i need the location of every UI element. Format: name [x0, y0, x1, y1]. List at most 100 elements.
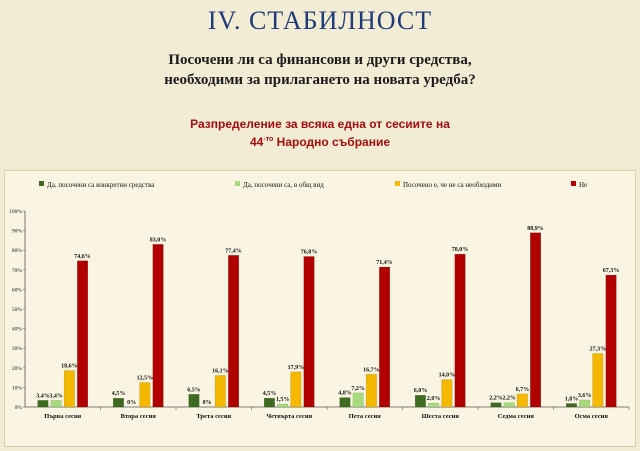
data-label: 18,6%	[61, 364, 78, 370]
bar	[303, 256, 315, 408]
data-label: 0%	[203, 400, 212, 406]
data-label: 17,9%	[288, 365, 305, 371]
subtitle-line-2: 44-то Народно събрание	[0, 132, 640, 150]
data-label: 3,4%	[49, 393, 63, 399]
y-tick-label: 20%	[12, 366, 23, 372]
y-tick-label: 90%	[12, 229, 23, 235]
bar	[37, 400, 49, 408]
question-line-1: Посочени ли са финансови и други средств…	[168, 52, 472, 68]
x-tick-label: Седма сесия	[498, 413, 535, 420]
bar	[415, 395, 426, 408]
bar	[139, 382, 151, 408]
data-label: 3,6%	[578, 393, 592, 399]
bar	[592, 353, 604, 408]
bar	[339, 397, 351, 408]
bar	[530, 232, 541, 408]
bar	[454, 253, 466, 408]
data-label: 76,8%	[301, 249, 318, 255]
data-label: 16,1%	[212, 368, 229, 374]
data-label: 6,0%	[414, 388, 428, 394]
legend-swatch	[39, 181, 44, 186]
data-label: 3,4%	[36, 393, 50, 399]
data-label: 2,0%	[427, 396, 441, 402]
subtitle-line-1: Разпределение за всяка една от сесиите н…	[190, 117, 450, 131]
x-tick-label: Първа сесия	[44, 413, 81, 420]
data-label: 74,6%	[74, 254, 91, 260]
chart-subtitle: Разпределение за всяка една от сесиите н…	[0, 116, 640, 150]
legend-label: Не	[579, 181, 587, 189]
data-label: 4,8%	[338, 391, 352, 397]
chart-panel: Да, посочени са конкретни средства Да, по…	[4, 170, 636, 447]
bar	[277, 403, 289, 408]
bar	[566, 403, 577, 408]
legend-label: Посочено е, че не са необходими	[403, 181, 501, 189]
question-text: Посочени ли са финансови и други средств…	[0, 50, 640, 90]
data-label: 88,9%	[527, 226, 544, 232]
y-tick-label: 80%	[12, 248, 23, 254]
bar	[503, 402, 515, 408]
y-tick-label: 100%	[9, 209, 22, 215]
y-tick-label: 0%	[15, 405, 23, 411]
data-label: 1,8%	[565, 396, 579, 402]
subtitle-suffix: -то	[263, 136, 274, 143]
x-tick-label: Пета сесия	[349, 413, 382, 420]
data-label: 71,4%	[376, 260, 393, 266]
x-tick-label: Осма сесия	[575, 413, 609, 420]
question-line-2: необходими за прилагането на новата уред…	[164, 72, 476, 88]
bar	[379, 266, 390, 408]
bar	[77, 260, 89, 408]
subtitle-assembly: Народно събрание	[273, 135, 390, 149]
bar	[214, 375, 226, 408]
data-label: 6,5%	[187, 387, 201, 393]
data-label: 78,0%	[452, 247, 469, 253]
data-label: 4,5%	[263, 391, 277, 397]
data-label: 7,2%	[351, 386, 365, 392]
data-label: 16,7%	[363, 367, 380, 373]
data-label: 83,0%	[150, 237, 167, 243]
data-label: 12,5%	[137, 376, 154, 382]
subtitle-number: 44	[250, 135, 264, 149]
page-title: IV. СТАБИЛНОСТ	[207, 6, 433, 35]
data-label: 6,7%	[516, 387, 530, 393]
bar	[63, 370, 75, 408]
legend-label: Да, посочени са конкретни средства	[47, 181, 155, 189]
bar	[490, 402, 502, 408]
x-tick-label: Четвърта сесия	[266, 413, 312, 420]
bar	[264, 397, 275, 408]
x-tick-label: Шеста сесия	[422, 413, 460, 420]
bar	[188, 394, 200, 408]
data-label: 67,3%	[603, 268, 620, 274]
bar	[516, 393, 528, 408]
legend-label: Да, посочени са, в общ вид	[243, 181, 324, 189]
bar	[428, 402, 440, 408]
y-tick-label: 30%	[12, 346, 23, 352]
bar	[352, 392, 364, 408]
legend-swatch	[235, 181, 240, 186]
data-label: 2,2%	[489, 396, 503, 402]
data-label: 14,0%	[439, 373, 456, 379]
y-tick-label: 10%	[12, 385, 23, 391]
bar	[365, 374, 377, 408]
data-label: 4,5%	[112, 391, 126, 397]
data-label: 2,2%	[502, 396, 516, 402]
legend-swatch	[571, 181, 576, 186]
bar	[579, 399, 591, 408]
bar	[290, 371, 302, 408]
y-tick-label: 40%	[12, 327, 23, 333]
bar-chart: Да, посочени са конкретни средства Да, по…	[9, 181, 630, 420]
data-label: 1,5%	[276, 397, 290, 403]
data-label: 27,3%	[590, 346, 607, 352]
data-label: 77,4%	[225, 248, 242, 254]
bar	[441, 379, 453, 408]
y-tick-label: 50%	[12, 307, 23, 313]
legend-swatch	[395, 181, 400, 186]
bar	[112, 397, 124, 408]
bar	[50, 400, 62, 408]
y-tick-label: 70%	[12, 268, 23, 274]
x-tick-label: Втора сесия	[121, 413, 157, 420]
x-tick-label: Трета сесия	[196, 413, 231, 420]
data-label: 0%	[127, 400, 136, 406]
bar	[228, 255, 240, 408]
bar	[605, 274, 617, 408]
y-tick-label: 60%	[12, 287, 23, 293]
